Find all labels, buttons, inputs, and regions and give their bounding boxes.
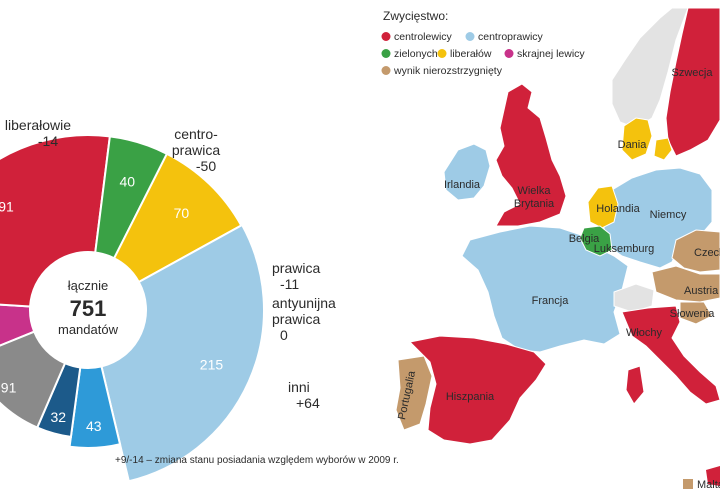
pie-value-others: 91 bbox=[1, 380, 17, 396]
country-label-belgia: Belgia bbox=[569, 233, 600, 245]
country-label-wielka-brytania-line-1: Wielka bbox=[517, 185, 551, 197]
country-label-szwecja: Szwecja bbox=[672, 67, 714, 79]
pie-label-centre-right-line-2: prawica bbox=[172, 142, 220, 158]
country-great-britain bbox=[495, 83, 567, 227]
pie-label-others-line-1: inni bbox=[288, 379, 310, 395]
map-legend-title: Zwycięstwo: bbox=[383, 9, 448, 23]
country-spain bbox=[408, 335, 547, 445]
country-denmark-island bbox=[653, 137, 673, 161]
pie-change-antiunion-right: 0 bbox=[280, 327, 288, 343]
country-italy-sardinia bbox=[625, 365, 645, 405]
legend-label-2: centroprawicy bbox=[478, 31, 544, 43]
pie-value-greens: 40 bbox=[120, 173, 136, 189]
pie-value-liberals: 70 bbox=[174, 205, 190, 221]
pie-label-liberals-line-1: liberałowie bbox=[5, 117, 71, 133]
pie-value-centre-right: 215 bbox=[200, 357, 224, 373]
pie-label-antiunion-right-line-2: prawica bbox=[272, 311, 320, 327]
country-portugal bbox=[395, 355, 433, 431]
pie-chart: 521914070215433291 bbox=[0, 134, 265, 483]
country-italy bbox=[621, 305, 720, 405]
pie-slice-left bbox=[0, 303, 36, 347]
map-legend: Zwycięstwo: centrolewicy centroprawicy zie… bbox=[381, 9, 585, 77]
country-label-wielka-brytania-line-2: Brytania bbox=[514, 198, 555, 210]
country-malta-legend-swatch bbox=[683, 479, 693, 489]
country-label-słowenia: Słowenia bbox=[670, 308, 716, 320]
country-switzerland bbox=[613, 283, 655, 313]
legend-swatch-5 bbox=[504, 49, 514, 58]
pie-label-right-line-1: prawica bbox=[272, 260, 320, 276]
country-belgium bbox=[579, 225, 613, 257]
footnote: +9/-14 – zmiana stanu posiadania względe… bbox=[115, 455, 399, 466]
pie-change-right: -11 bbox=[280, 276, 299, 292]
country-norway bbox=[611, 7, 689, 129]
legend-label-5: skrajnej lewicy bbox=[517, 48, 585, 60]
pie-slice-right bbox=[68, 365, 122, 449]
country-greece-fragment bbox=[706, 466, 720, 486]
country-ireland bbox=[443, 143, 491, 201]
country-label-austria: Austria bbox=[684, 285, 719, 297]
country-label-holandia: Holandia bbox=[596, 203, 640, 215]
country-label-francja: Francja bbox=[532, 295, 570, 307]
legend-swatch-4 bbox=[437, 49, 447, 58]
legend-label-1: centrolewicy bbox=[394, 31, 453, 43]
country-label-malta: Malta bbox=[697, 479, 720, 491]
pie-change-others: +64 bbox=[296, 395, 320, 411]
legend-swatch-3 bbox=[381, 49, 391, 58]
country-label-niemcy: Niemcy bbox=[650, 209, 687, 221]
pie-value-centre-left: 191 bbox=[0, 198, 14, 214]
legend-swatch-6 bbox=[381, 66, 391, 75]
legend-label-4: liberałów bbox=[450, 48, 492, 60]
country-label-irlandia: Irlandia bbox=[444, 179, 481, 191]
pie-slice-centre-right bbox=[100, 223, 265, 483]
pie-slice-others bbox=[0, 330, 67, 429]
pie-center-disc bbox=[31, 253, 145, 367]
pie-slice-centre-left bbox=[0, 134, 111, 308]
pie-value-antiunion-right: 32 bbox=[51, 409, 67, 425]
legend-swatch-2 bbox=[465, 32, 475, 41]
country-france bbox=[461, 225, 629, 353]
center-label-top: łącznie bbox=[68, 278, 108, 293]
country-label-hiszpania: Hiszpania bbox=[446, 391, 495, 403]
pie-change-liberals: -14 bbox=[38, 133, 58, 149]
legend-swatch-1 bbox=[381, 32, 391, 41]
country-denmark bbox=[621, 117, 653, 161]
pie-label-antiunion-right-line-1: antyunijna bbox=[272, 295, 336, 311]
pie-change-centre-right: -50 bbox=[196, 158, 216, 174]
center-label-bottom: mandatów bbox=[58, 322, 119, 337]
pie-labels: liberałowie-14 centro-prawica-50prawica-1… bbox=[5, 117, 336, 411]
country-netherlands bbox=[587, 185, 619, 229]
center-total: 751 bbox=[70, 296, 107, 321]
europe-map bbox=[395, 7, 720, 489]
legend-label-6: wynik nierozstrzygnięty bbox=[393, 65, 503, 77]
country-sweden bbox=[665, 7, 720, 157]
country-label-dania: Dania bbox=[618, 139, 648, 151]
legend-label-3: zielonych bbox=[394, 48, 438, 60]
country-label-luksemburg: Luksemburg bbox=[594, 243, 655, 255]
country-label-czechy: Czech bbox=[694, 247, 720, 259]
pie-value-right: 43 bbox=[86, 418, 102, 434]
country-austria bbox=[651, 265, 720, 303]
country-label-włochy: Włochy bbox=[626, 327, 663, 339]
country-slovenia bbox=[679, 301, 713, 325]
country-czech bbox=[671, 229, 720, 273]
pie-label-centre-right-line-1: centro- bbox=[174, 126, 218, 142]
